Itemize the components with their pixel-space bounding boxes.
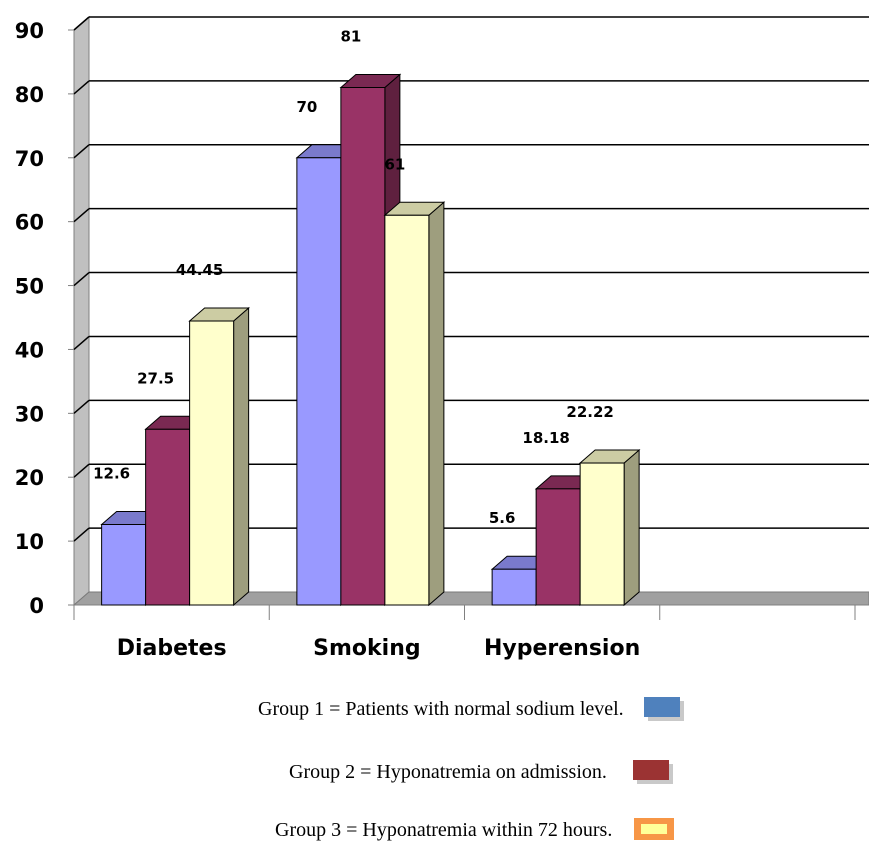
gridline-side xyxy=(73,80,90,95)
legend-label-group-2: Group 2 = Hyponatremia on admission. xyxy=(289,760,607,783)
data-label: 18.18 xyxy=(522,429,569,447)
data-label: 61 xyxy=(384,155,405,173)
bar-side xyxy=(428,201,445,607)
legend-item-group-1: Group 1 = Patients with normal sodium le… xyxy=(258,697,684,721)
legend-label-group-3: Group 3 = Hyponatremia within 72 hours. xyxy=(275,818,613,841)
legend-item-group-3: Group 3 = Hyponatremia within 72 hours. xyxy=(275,818,675,842)
gridline-side xyxy=(73,463,90,478)
chart-side-wall xyxy=(73,15,90,607)
legend-swatch-group-1 xyxy=(643,697,684,721)
y-tick-label: 80 xyxy=(15,83,44,107)
data-label: 12.6 xyxy=(93,465,130,483)
gridline-side xyxy=(73,144,90,159)
data-label: 27.5 xyxy=(137,369,174,387)
y-tick-label: 30 xyxy=(15,402,44,426)
data-label: 44.45 xyxy=(176,261,223,279)
y-tick-label: 70 xyxy=(15,147,44,171)
gridline-side xyxy=(73,527,90,542)
y-tick-label: 10 xyxy=(15,530,44,554)
bar xyxy=(189,320,235,606)
gridline-side xyxy=(73,399,90,414)
y-tick-label: 60 xyxy=(15,211,44,235)
bar-chart: 0 10 20 30 40 50 60 70 80 90 12.6 27.5 44.45 Diabetes… xyxy=(15,15,869,661)
y-tick-label: 50 xyxy=(15,275,44,299)
y-tick-label: 20 xyxy=(15,466,44,490)
legend-label-group-1: Group 1 = Patients with normal sodium le… xyxy=(258,697,624,720)
data-label: 70 xyxy=(296,98,317,116)
gridline-side xyxy=(73,16,90,31)
gridline-side xyxy=(73,208,90,223)
gridline-side xyxy=(73,335,90,351)
legend-item-group-2: Group 2 = Hyponatremia on admission. xyxy=(289,760,673,784)
gridline-side xyxy=(73,271,90,287)
legend-swatch-group-2 xyxy=(632,760,673,784)
bar-side xyxy=(623,448,640,607)
x-category-label: Hyperension xyxy=(484,636,640,661)
bar-side xyxy=(233,306,250,607)
bar xyxy=(535,488,581,606)
data-label: 5.6 xyxy=(489,509,516,527)
bar xyxy=(491,568,537,606)
bar xyxy=(101,524,147,606)
data-label: 22.22 xyxy=(566,403,613,421)
y-tick-label: 40 xyxy=(15,338,44,362)
data-label: 81 xyxy=(340,28,361,46)
x-category-label: Smoking xyxy=(313,636,420,661)
bar xyxy=(384,214,430,606)
bar xyxy=(145,428,191,606)
x-category-label: Diabetes xyxy=(117,636,227,661)
bar xyxy=(296,157,342,606)
bar xyxy=(340,87,386,606)
y-tick-label: 90 xyxy=(15,19,44,43)
bar xyxy=(579,462,625,606)
y-tick-label: 0 xyxy=(29,594,44,618)
legend-swatch-group-3 xyxy=(634,818,675,842)
